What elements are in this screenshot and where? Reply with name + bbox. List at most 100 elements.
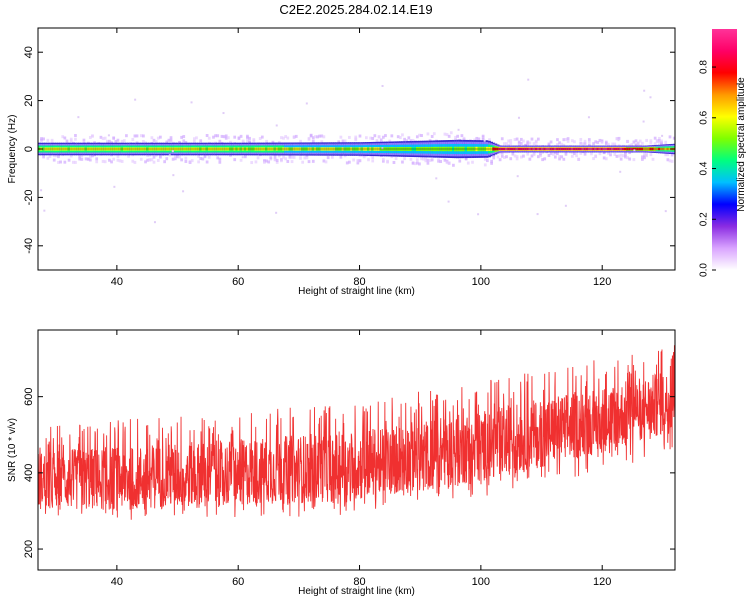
heat-halo-cell — [592, 157, 595, 161]
heat-halo-cell — [587, 138, 591, 142]
heat-halo-cell — [165, 157, 169, 161]
heat-halo-cell — [54, 154, 58, 158]
heat-speck — [447, 200, 450, 203]
heat-halo-cell — [430, 134, 434, 138]
heat-halo-cell — [619, 153, 623, 157]
snr-ytick-label: 400 — [23, 464, 35, 482]
heat-halo-cell — [146, 158, 150, 162]
heat-halo-cell — [57, 160, 60, 164]
heat-halo-cell — [658, 139, 661, 143]
heat-halo-cell — [67, 158, 71, 162]
heat-halo-cell — [443, 158, 447, 162]
heat-halo-cell — [207, 155, 211, 159]
heat-halo-cell — [343, 139, 347, 143]
heat-halo-cell — [505, 155, 508, 159]
heat-halo-cell — [668, 159, 672, 163]
heat-halo-cell — [203, 155, 207, 159]
heat-halo-cell — [594, 155, 598, 159]
heat-halo-cell — [80, 154, 84, 158]
heat-halo-cell — [116, 154, 120, 158]
heat-halo-cell — [277, 141, 281, 145]
heat-halo-cell — [224, 136, 228, 140]
heat-halo-cell — [498, 158, 502, 162]
heat-halo-cell — [301, 160, 305, 164]
heat-halo-cell — [500, 151, 504, 155]
heat-halo-cell — [660, 139, 663, 143]
heat-halo-cell — [184, 140, 188, 144]
heat-halo-cell — [505, 142, 508, 146]
heat-halo-cell — [534, 139, 538, 143]
heat-speck — [275, 124, 278, 127]
heat-halo-cell — [345, 161, 349, 165]
heat-halo-cell — [263, 160, 266, 164]
heat-speck — [664, 210, 667, 213]
heat-halo-cell — [579, 151, 583, 155]
snr-xtick-label: 60 — [232, 576, 244, 588]
heat-halo-cell — [471, 160, 474, 164]
heat-halo-cell — [401, 160, 404, 164]
heat-halo-cell — [307, 137, 311, 141]
heat-halo-cell — [286, 159, 290, 163]
snr-line — [38, 345, 675, 520]
heat-halo-cell — [69, 137, 73, 141]
heat-halo-cell — [61, 135, 65, 139]
heat-halo-cell — [624, 150, 627, 154]
heat-halo-cell — [517, 140, 521, 144]
heat-halo-cell — [381, 157, 385, 161]
heat-speck — [564, 204, 567, 207]
heat-halo-cell — [371, 136, 375, 140]
heat-halo-cell — [454, 138, 457, 142]
heat-halo-cell — [583, 152, 587, 156]
heat-halo-cell — [628, 151, 632, 155]
heat-halo-cell — [341, 139, 345, 143]
heat-halo-cell — [256, 156, 260, 160]
heat-halo-cell — [180, 135, 183, 139]
heat-halo-cell — [88, 135, 92, 139]
heat-halo-cell — [207, 136, 211, 140]
heat-halo-cell — [176, 155, 179, 159]
heat-halo-cell — [337, 140, 341, 144]
heat-halo-cell — [375, 139, 379, 143]
heat-halo-cell — [201, 157, 205, 161]
cbar-label: Normalized spectral amplitude — [736, 77, 747, 212]
heat-halo-cell — [458, 159, 462, 163]
heat-xtick-label: 40 — [111, 276, 123, 288]
heat-halo-cell — [649, 153, 653, 157]
heat-halo-cell — [573, 152, 576, 156]
heat-halo-cell — [604, 157, 608, 161]
heat-speck — [107, 134, 110, 137]
heat-halo-cell — [507, 143, 510, 147]
heat-halo-cell — [503, 142, 506, 146]
heat-halo-cell — [379, 138, 383, 142]
heat-halo-cell — [411, 138, 415, 142]
heat-halo-cell — [556, 152, 559, 156]
heat-halo-cell — [420, 157, 423, 161]
heat-xtick-label: 120 — [593, 276, 611, 288]
heat-speck — [241, 156, 244, 159]
heat-xtick-label: 60 — [232, 276, 244, 288]
heat-halo-cell — [178, 140, 181, 144]
heat-halo-cell — [579, 141, 583, 145]
heat-halo-cell — [112, 157, 116, 161]
heat-halo-cell — [42, 137, 45, 141]
heat-halo-cell — [549, 151, 553, 155]
heat-halo-cell — [420, 134, 423, 138]
heat-halo-cell — [95, 157, 99, 161]
heat-halo-cell — [273, 158, 277, 162]
heat-halo-cell — [577, 157, 581, 161]
heat-halo-cell — [110, 160, 113, 164]
heat-halo-cell — [570, 139, 574, 143]
heat-speck — [134, 98, 137, 101]
heat-halo-cell — [583, 139, 587, 143]
heat-halo-cell — [424, 159, 428, 163]
heat-halo-cell — [305, 156, 309, 160]
heat-halo-cell — [48, 154, 52, 158]
heat-halo-cell — [112, 136, 116, 140]
heat-halo-cell — [57, 155, 60, 159]
heat-halo-cell — [199, 157, 203, 161]
heat-halo-cell — [407, 136, 411, 140]
heat-halo-cell — [500, 154, 504, 158]
heat-halo-cell — [664, 153, 668, 157]
heat-speck — [40, 189, 43, 192]
heat-halo-cell — [299, 139, 302, 143]
